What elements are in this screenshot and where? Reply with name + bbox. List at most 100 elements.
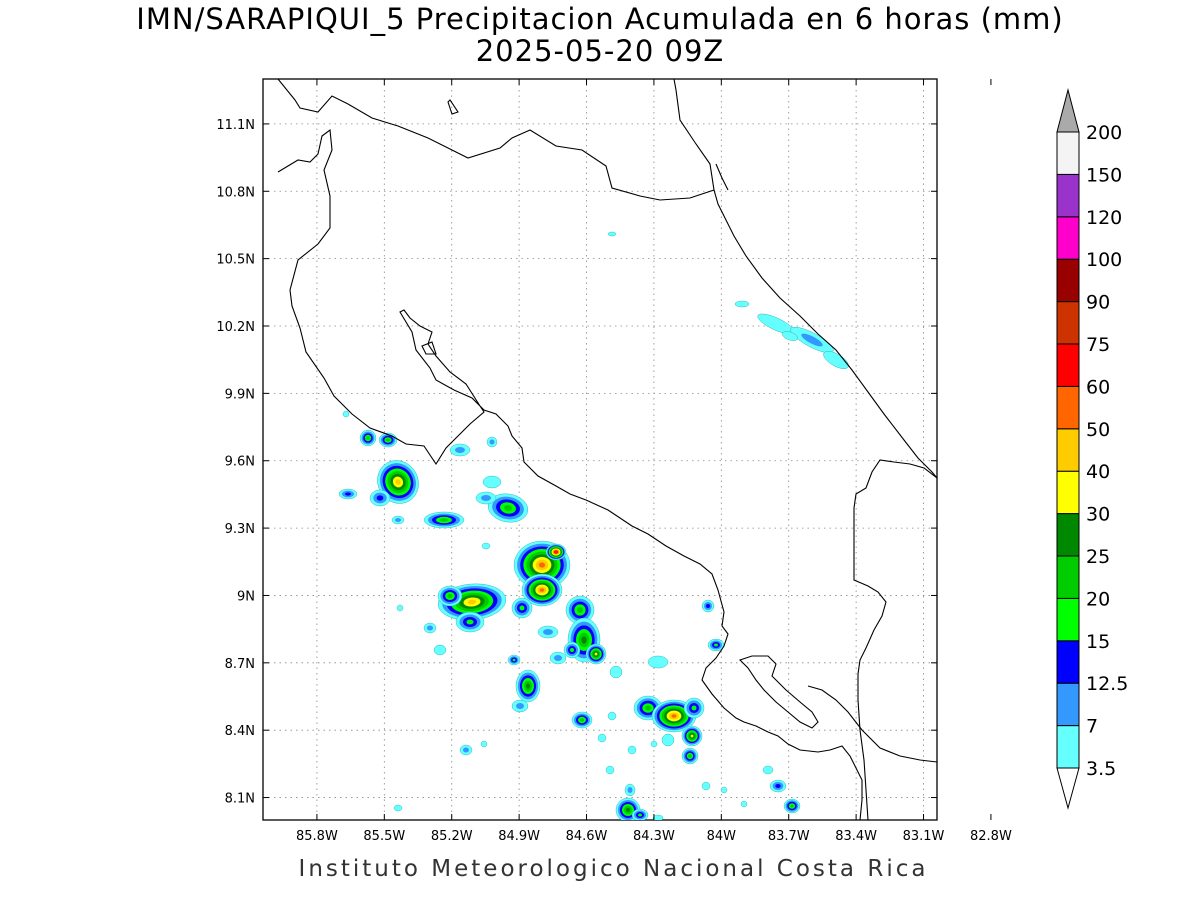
precip-contour — [440, 518, 448, 522]
precip-contour — [526, 683, 530, 689]
axes: 85.8W 85.5W 85.2W 84.9W 84.6W 84.3W 84W 83.7W 83… — [216, 79, 1012, 844]
precip-contour — [647, 655, 669, 669]
precip-cell — [455, 611, 485, 633]
precip-cell — [624, 783, 636, 797]
precip-contour — [609, 665, 623, 679]
precip-cell — [549, 651, 567, 665]
colorbar-swatch — [1056, 258, 1080, 303]
colorbar-label: 75 — [1086, 334, 1110, 356]
lat-tick-label: 10.2N — [216, 320, 255, 335]
precip-contour — [345, 492, 351, 496]
precip-contour — [706, 604, 710, 608]
precip-contour — [801, 333, 823, 347]
precip-contour — [512, 658, 516, 662]
precip-cell — [782, 331, 798, 341]
precip-cell — [565, 595, 595, 625]
precip-cell — [481, 542, 491, 550]
precip-cell — [631, 808, 649, 820]
precip-cell — [615, 797, 641, 820]
precip-contour — [607, 711, 617, 721]
precip-cell — [681, 725, 703, 747]
lon-tick-label: 82.8W — [970, 829, 1012, 844]
precip-contour — [720, 786, 728, 794]
precip-cell — [661, 733, 675, 747]
colorbar-label: 40 — [1086, 461, 1110, 483]
precip-contour — [650, 740, 658, 748]
lat-tick-label: 9N — [237, 589, 255, 604]
lat-tick-label: 8.4N — [225, 724, 255, 739]
precip-cell — [585, 643, 607, 665]
colorbar-label: 60 — [1086, 376, 1110, 398]
precip-contour — [433, 644, 447, 656]
precip-cell — [511, 597, 533, 619]
precip-cell — [507, 654, 521, 666]
colorbar-label: 150 — [1086, 164, 1122, 186]
precip-cell — [423, 511, 465, 529]
precip-cell — [701, 781, 711, 791]
colorbar-swatch — [1056, 343, 1080, 387]
colorbar-label: 90 — [1086, 292, 1110, 314]
precip-cell — [783, 798, 801, 814]
precip-contour — [775, 784, 781, 788]
precip-cell — [707, 638, 725, 652]
colorbar-swatch — [1056, 682, 1080, 727]
precip-contour — [342, 410, 350, 418]
precip-contour — [480, 740, 488, 748]
precip-contour — [376, 495, 384, 501]
colorbar-label: 7 — [1086, 716, 1098, 738]
precip-contour — [554, 550, 558, 554]
precip-cell — [769, 779, 787, 793]
lat-tick-label: 10.5N — [216, 253, 255, 268]
precip-contour — [396, 604, 404, 612]
precip-cell — [609, 665, 623, 679]
lon-tick-label: 85.2W — [431, 829, 473, 844]
precip-cell — [651, 699, 697, 733]
precip-cell — [396, 604, 404, 612]
colorbar-label: 120 — [1086, 207, 1122, 229]
precip-contour — [539, 588, 545, 592]
colorbar-swatch — [1056, 301, 1080, 345]
precip-cell — [459, 744, 473, 756]
precip-cell — [597, 733, 607, 743]
precip-cell — [537, 625, 559, 639]
precip-cell — [449, 443, 471, 457]
precip-cell — [511, 699, 529, 713]
precip-cell — [740, 800, 748, 808]
precip-cell — [627, 745, 637, 755]
precip-contour — [605, 765, 615, 775]
colorbar-label: 12.5 — [1086, 673, 1128, 695]
precip-cell — [683, 697, 705, 719]
colorbar-label: 100 — [1086, 249, 1122, 271]
precip-contour — [504, 505, 512, 511]
precip-contour — [577, 607, 583, 613]
precip-contour — [594, 652, 598, 656]
precip-contour — [538, 562, 546, 568]
precip-contour — [554, 655, 562, 661]
precip-contour — [690, 734, 694, 738]
precip-cell — [571, 711, 593, 729]
precip-cell — [701, 599, 715, 613]
precip-contour — [455, 447, 465, 453]
precip-cell — [607, 711, 617, 721]
precip-cell — [563, 641, 581, 659]
precip-cell — [393, 804, 403, 812]
colorbar-label: 20 — [1086, 588, 1110, 610]
precip-cell — [487, 493, 529, 523]
precip-cell — [521, 573, 563, 607]
precip-contour — [740, 800, 748, 808]
precip-cell — [338, 488, 358, 500]
precip-contour — [386, 438, 390, 442]
precip-contour — [823, 351, 849, 369]
precip-contour — [481, 495, 491, 501]
precip-cell — [359, 429, 377, 447]
precip-contour — [489, 439, 495, 445]
precip-contour — [467, 599, 477, 605]
coastline — [277, 79, 937, 820]
precip-cell — [433, 644, 447, 656]
lon-tick-label: 83.4W — [835, 829, 877, 844]
precip-contour — [790, 804, 794, 808]
colorbar-label: 3.5 — [1086, 758, 1116, 780]
precip-cell — [480, 740, 488, 748]
precip-contour — [466, 619, 474, 625]
precip-contour — [447, 594, 453, 598]
